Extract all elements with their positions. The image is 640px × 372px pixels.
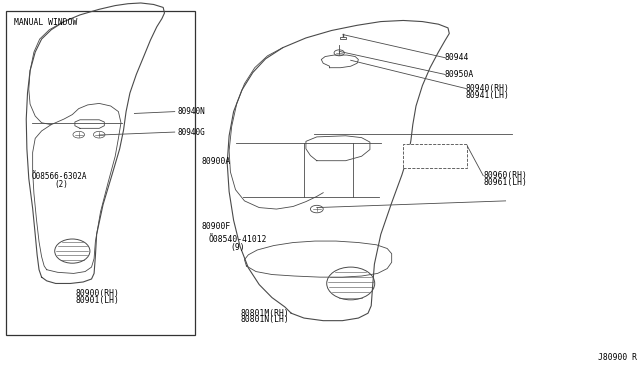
Text: 80944: 80944 <box>445 53 469 62</box>
Text: 80960(RH): 80960(RH) <box>483 171 527 180</box>
Text: 80801M(RH): 80801M(RH) <box>241 309 289 318</box>
Text: 80900F: 80900F <box>202 222 231 231</box>
Text: (9): (9) <box>230 243 245 251</box>
Text: MANUAL WINDOW: MANUAL WINDOW <box>14 18 77 27</box>
Text: 80901(LH): 80901(LH) <box>76 296 120 305</box>
Text: 80940G: 80940G <box>177 128 205 137</box>
Text: 80961(LH): 80961(LH) <box>483 178 527 187</box>
Text: Õ08540-41012: Õ08540-41012 <box>209 235 267 244</box>
Text: 80940N: 80940N <box>177 107 205 116</box>
Text: 80900A: 80900A <box>202 157 231 166</box>
Text: 80940(RH): 80940(RH) <box>466 84 510 93</box>
Text: 80941(LH): 80941(LH) <box>466 92 510 100</box>
Text: J80900 R: J80900 R <box>598 353 637 362</box>
Text: 80950A: 80950A <box>445 70 474 79</box>
Text: 80900(RH): 80900(RH) <box>76 289 120 298</box>
Text: Õ08566-6302A: Õ08566-6302A <box>32 172 88 181</box>
Bar <box>403 144 467 168</box>
Text: 80801N(LH): 80801N(LH) <box>241 315 289 324</box>
Text: (2): (2) <box>54 180 68 189</box>
Bar <box>340 37 346 39</box>
Bar <box>6 11 195 335</box>
